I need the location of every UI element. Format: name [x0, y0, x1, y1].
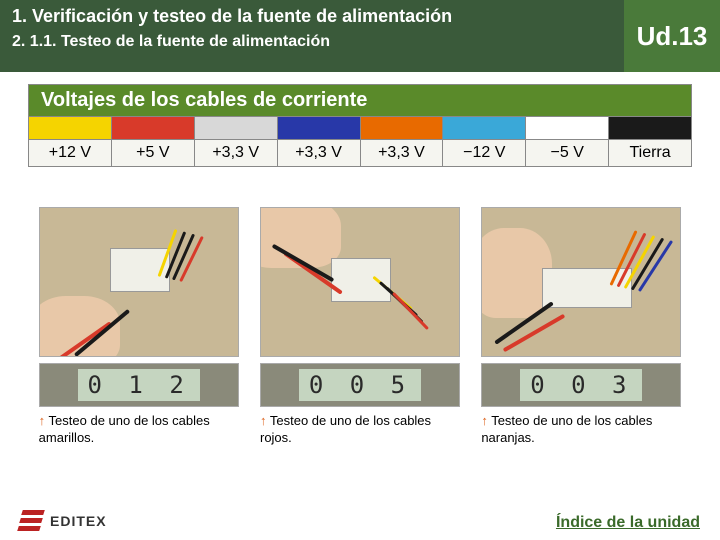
wire-red — [392, 292, 429, 330]
unit-index-link[interactable]: Índice de la unidad — [556, 514, 700, 532]
heading-number-1: 1. — [12, 6, 27, 26]
lcd-reading: 0 0 5 — [299, 369, 421, 401]
color-swatch — [112, 117, 195, 139]
color-swatch — [443, 117, 526, 139]
voltage-value: +5 V — [112, 140, 195, 166]
voltage-value: −12 V — [443, 140, 526, 166]
caption-text: Testeo de uno de los cables naranjas. — [481, 413, 652, 445]
caption-arrow-icon: ↑ — [39, 413, 46, 428]
test-photo-red — [260, 207, 460, 357]
publisher-logo: EDITEX — [20, 510, 107, 532]
voltage-value: +3,3 V — [361, 140, 444, 166]
voltage-value: +3,3 V — [195, 140, 278, 166]
multimeter-display: 0 0 3 — [481, 363, 681, 407]
voltage-value: +12 V — [29, 140, 112, 166]
voltage-color-row — [28, 117, 692, 139]
photo-block: 0 0 3 ↑ Testeo de uno de los cables nara… — [481, 207, 681, 447]
color-swatch — [195, 117, 278, 139]
atx-connector — [542, 268, 632, 308]
header-title-1: 1. Verificación y testeo de la fuente de… — [12, 6, 612, 27]
header-title-2: 2. 1.1. Testeo de la fuente de alimentac… — [12, 33, 612, 51]
multimeter-display: 0 0 5 — [260, 363, 460, 407]
color-swatch — [278, 117, 361, 139]
photo-caption: ↑ Testeo de uno de los cables rojos. — [260, 413, 460, 447]
photo-caption: ↑ Testeo de uno de los cables naranjas. — [481, 413, 681, 447]
slide-footer: EDITEX Índice de la unidad — [0, 510, 720, 532]
voltage-table-title: Voltajes de los cables de corriente — [28, 84, 692, 117]
heading-text-1: Verificación y testeo de la fuente de al… — [32, 6, 452, 26]
color-swatch — [609, 117, 691, 139]
voltage-value: −5 V — [526, 140, 609, 166]
color-swatch — [361, 117, 444, 139]
unit-badge: Ud.13 — [624, 0, 720, 72]
slide-content: Voltajes de los cables de corriente +12 … — [0, 72, 720, 447]
caption-text: Testeo de uno de los cables rojos. — [260, 413, 431, 445]
photo-caption: ↑ Testeo de uno de los cables amarillos. — [39, 413, 239, 447]
heading-number-2: 2. — [12, 33, 25, 50]
caption-arrow-icon: ↑ — [260, 413, 267, 428]
test-photo-yellow — [39, 207, 239, 357]
subheading-number: 1.1. — [30, 33, 57, 50]
editex-logo-icon — [20, 510, 46, 532]
voltage-value-row: +12 V +5 V +3,3 V +3,3 V +3,3 V −12 V −5… — [28, 139, 692, 167]
voltage-value: +3,3 V — [278, 140, 361, 166]
caption-text: Testeo de uno de los cables amarillos. — [39, 413, 210, 445]
slide-header: 1. Verificación y testeo de la fuente de… — [0, 0, 720, 72]
header-titles: 1. Verificación y testeo de la fuente de… — [0, 0, 624, 72]
voltage-value: Tierra — [609, 140, 691, 166]
publisher-name: EDITEX — [50, 513, 107, 529]
subheading-text: Testeo de la fuente de alimentación — [61, 33, 330, 50]
lcd-reading: 0 0 3 — [520, 369, 642, 401]
color-swatch — [29, 117, 112, 139]
molex-connector — [331, 258, 391, 302]
multimeter-display: 0 1 2 — [39, 363, 239, 407]
color-swatch — [526, 117, 609, 139]
photo-block: 0 1 2 ↑ Testeo de uno de los cables amar… — [39, 207, 239, 447]
lcd-reading: 0 1 2 — [78, 369, 200, 401]
test-photo-orange — [481, 207, 681, 357]
photos-row: 0 1 2 ↑ Testeo de uno de los cables amar… — [28, 207, 692, 447]
photo-block: 0 0 5 ↑ Testeo de uno de los cables rojo… — [260, 207, 460, 447]
caption-arrow-icon: ↑ — [481, 413, 488, 428]
